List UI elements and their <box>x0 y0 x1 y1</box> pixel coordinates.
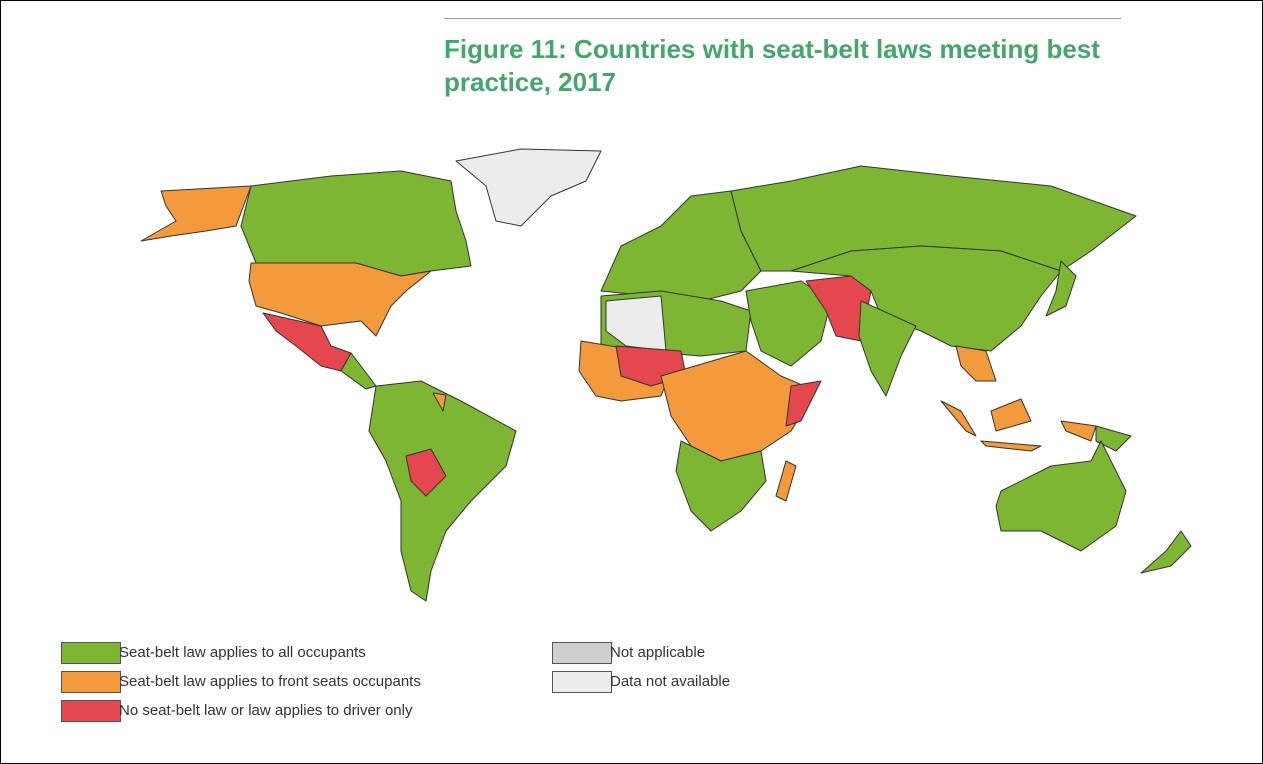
guiana <box>432 392 447 412</box>
alaska <box>140 185 252 242</box>
legend-swatch <box>61 671 121 693</box>
madagascar <box>775 460 797 502</box>
somalia <box>785 380 822 427</box>
legend-swatch <box>61 700 121 722</box>
figure-title: Figure 11: Countries with seat-belt laws… <box>444 34 1100 97</box>
canada <box>240 170 472 277</box>
india <box>858 300 917 397</box>
world-map <box>140 148 1192 602</box>
legend-label: Seat-belt law applies to front seats occ… <box>119 673 421 690</box>
new-zealand <box>1140 530 1192 574</box>
legend-label: No seat-belt law or law applies to drive… <box>119 702 413 719</box>
japan <box>1045 260 1077 317</box>
legend-label: Not applicable <box>610 644 706 661</box>
usa <box>248 262 432 337</box>
southeast-asia <box>955 345 997 382</box>
middle-east <box>745 280 832 367</box>
bolivia <box>405 448 447 497</box>
indonesia <box>940 398 1097 452</box>
australia <box>995 440 1127 552</box>
legend-label: Seat-belt law applies to all occupants <box>119 644 366 661</box>
greenland <box>455 148 602 227</box>
central-america <box>340 352 377 390</box>
legend-swatch <box>552 642 612 664</box>
central-africa <box>660 350 817 462</box>
papua <box>1095 425 1132 452</box>
title-rule <box>444 18 1121 19</box>
legend-label: Data not available <box>610 673 731 690</box>
asia <box>790 245 1062 352</box>
legend-swatch <box>61 642 121 664</box>
south-america <box>368 380 517 602</box>
legend-swatch <box>552 671 612 693</box>
southern-africa <box>675 440 767 532</box>
